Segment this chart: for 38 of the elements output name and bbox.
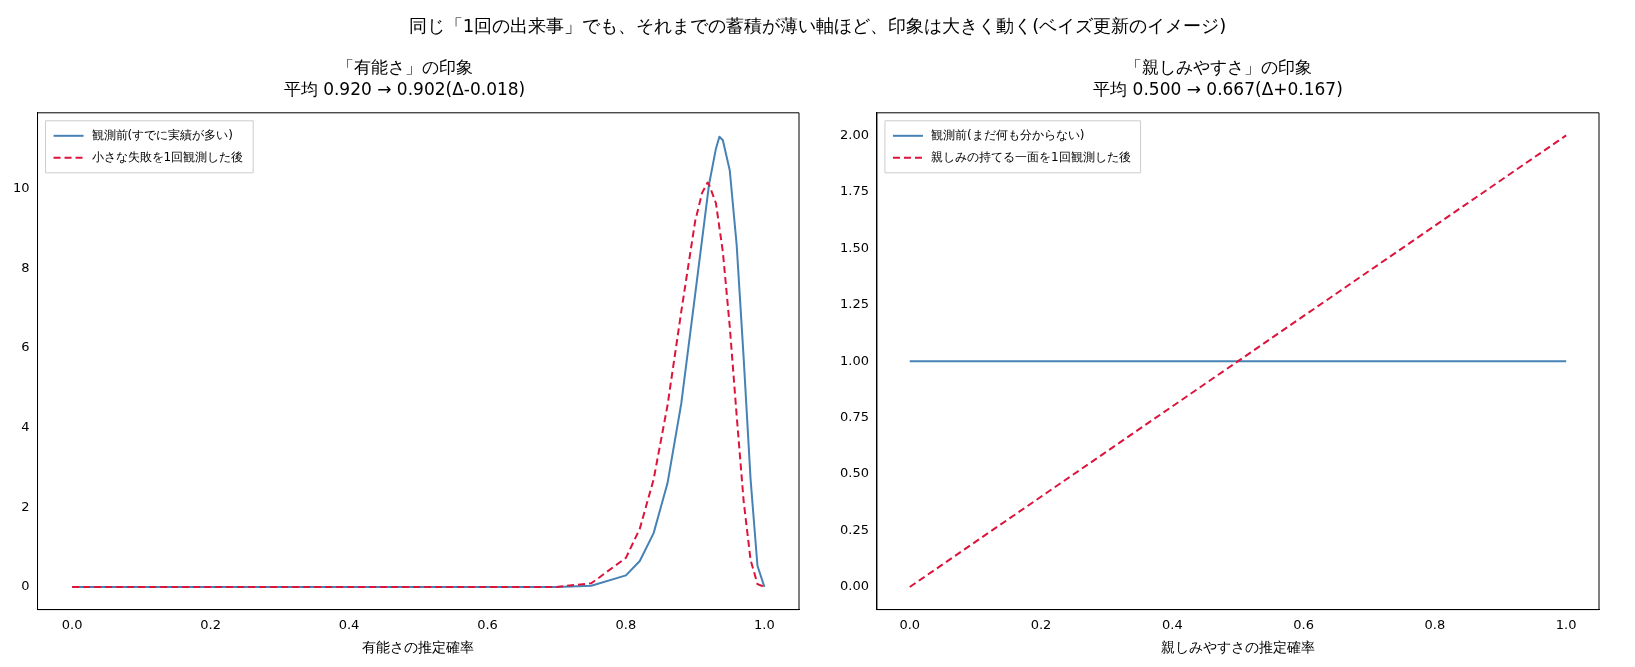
chart-subtitle: 平均 0.920 → 0.902(Δ-0.018) bbox=[283, 79, 526, 100]
y-tick-label: 6 bbox=[21, 339, 30, 355]
chart-subtitle: 平均 0.500 → 0.667(Δ+0.167) bbox=[1093, 79, 1343, 100]
legend-label: 観測前(まだ何も分からない) bbox=[930, 127, 1085, 142]
legend-label: 親しみの持てる一面を1回観測した後 bbox=[930, 149, 1131, 164]
x-tick-label: 0.6 bbox=[477, 616, 498, 632]
x-tick-label: 0.0 bbox=[61, 616, 83, 632]
legend-label: 小さな失敗を1回観測した後 bbox=[91, 149, 244, 164]
x-tick-label: 1.0 bbox=[1555, 616, 1577, 632]
y-tick-label: 1.75 bbox=[839, 183, 869, 199]
x-tick-label: 1.0 bbox=[754, 616, 775, 632]
text: 同じ「1回の出来事」でも、それまでの蓄積が薄い軸ほど、印象は大きく動く(ベイズ更新のイメージ) bbox=[407, 14, 1228, 38]
x-tick-label: 0.8 bbox=[1424, 616, 1446, 632]
y-tick-label: 1.50 bbox=[839, 239, 869, 255]
y-tick-label: 4 bbox=[21, 418, 30, 434]
y-tick-label: 0.25 bbox=[839, 521, 869, 537]
y-tick-label: 0.75 bbox=[839, 409, 869, 425]
y-tick-label: 1.00 bbox=[839, 352, 869, 368]
y-tick-label: 0 bbox=[21, 578, 30, 594]
x-tick-label: 0.2 bbox=[200, 616, 221, 632]
x-axis-title: 有能さの推定確率 bbox=[362, 639, 475, 656]
y-tick-label: 1.25 bbox=[839, 296, 869, 312]
y-tick-label: 0.00 bbox=[839, 578, 869, 594]
legend-label: 観測前(すでに実績が多い) bbox=[91, 127, 233, 142]
y-tick-label: 2 bbox=[21, 498, 30, 514]
x-tick-label: 0.2 bbox=[1030, 616, 1052, 632]
x-axis-title: 親しみやすさの推定確率 bbox=[1160, 639, 1315, 656]
chart-title: 「親しみやすさ」の印象 bbox=[1124, 56, 1312, 77]
x-tick-label: 0.8 bbox=[615, 616, 637, 632]
x-tick-label: 0.4 bbox=[338, 616, 360, 632]
y-tick-label: 0.50 bbox=[839, 465, 869, 481]
x-tick-label: 0.4 bbox=[1161, 616, 1183, 632]
y-tick-label: 8 bbox=[21, 259, 30, 275]
y-tick-label: 2.00 bbox=[839, 126, 869, 142]
y-tick-label: 10 bbox=[13, 179, 30, 195]
x-tick-label: 0.0 bbox=[899, 616, 921, 632]
chart-title: 「有能さ」の印象 bbox=[336, 56, 473, 77]
x-tick-label: 0.6 bbox=[1293, 616, 1314, 632]
